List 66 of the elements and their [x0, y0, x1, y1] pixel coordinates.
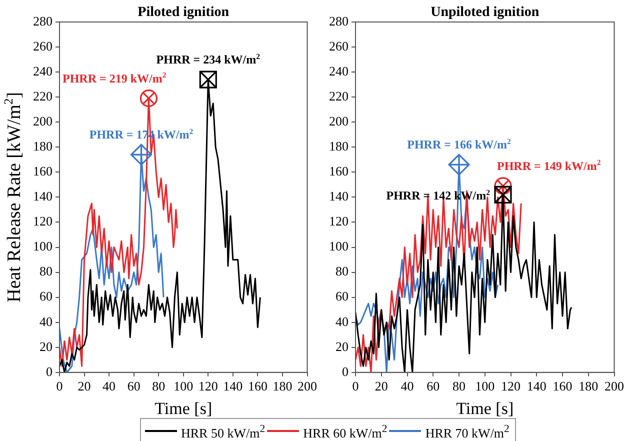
y-tick-label: 80 — [336, 264, 348, 279]
y-tick-label: 240 — [33, 63, 52, 78]
y-tick-label: 40 — [40, 314, 52, 329]
y-tick-label: 100 — [33, 238, 52, 254]
y-tick-label: 100 — [329, 238, 348, 254]
point — [199, 70, 217, 88]
y-tick-label: 260 — [329, 38, 348, 54]
x-tick-label: 120 — [501, 378, 520, 394]
y-tick-label: 180 — [329, 138, 348, 154]
point — [448, 154, 470, 176]
y-tick-label: 160 — [329, 164, 348, 179]
y-tick-label: 280 — [33, 13, 52, 28]
x-tick-label: 140 — [526, 378, 546, 394]
x-tick-label: 20 — [374, 378, 388, 394]
y-tick-label: 220 — [33, 88, 52, 104]
x-tick-label: 80 — [452, 378, 466, 394]
x-tick-label: 40 — [102, 378, 116, 394]
y-tick-label: 240 — [329, 63, 348, 78]
chart-title: Piloted ignition — [138, 5, 230, 20]
x-tick-label: 160 — [248, 378, 268, 394]
x-tick-label: 80 — [152, 378, 166, 394]
y-tick-label: 200 — [33, 114, 52, 129]
x-tick-label: 60 — [127, 378, 140, 394]
x-tick-label: 200 — [298, 378, 317, 394]
y-tick-label: 20 — [40, 338, 52, 354]
point — [140, 90, 158, 108]
y-tick-label: 160 — [33, 164, 52, 179]
x-axis-title: Time [s] — [154, 399, 212, 418]
point — [494, 186, 512, 204]
point — [494, 177, 512, 195]
y-tick-label: 280 — [329, 13, 348, 28]
x-tick-label: 100 — [475, 378, 495, 394]
y-tick-label: 220 — [329, 88, 348, 104]
x-tick-label: 180 — [578, 378, 598, 394]
y-tick-label: 0 — [46, 364, 52, 379]
y-tick-label: 0 — [342, 364, 348, 379]
y-tick-label: 200 — [329, 114, 348, 129]
y-tick-label: 120 — [329, 214, 348, 229]
y-tick-label: 20 — [336, 338, 348, 354]
legend-label: HRR 50 kW/m$^{2}$ — [181, 422, 266, 441]
x-tick-label: 100 — [174, 378, 194, 394]
x-tick-label: 0 — [352, 378, 359, 394]
y-tick-label: 60 — [40, 288, 52, 304]
y-tick-label: 260 — [33, 38, 52, 54]
x-tick-label: 140 — [223, 378, 243, 394]
y-tick-label: 80 — [40, 264, 52, 279]
x-tick-label: 40 — [400, 378, 414, 394]
x-axis-title: Time [s] — [456, 399, 514, 418]
x-tick-label: 180 — [272, 378, 292, 394]
legend-label: HRR 70 kW/m$^{2}$ — [425, 422, 510, 441]
y-tick-label: 60 — [336, 288, 348, 304]
x-tick-label: 200 — [604, 378, 624, 394]
y-tick-label: 40 — [336, 314, 348, 329]
y-tick-label: 140 — [33, 188, 52, 204]
y-tick-label: 180 — [33, 138, 52, 154]
legend-label: HRR 60 kW/m$^{2}$ — [303, 422, 388, 441]
x-tick-label: 160 — [552, 378, 572, 394]
x-tick-label: 120 — [198, 378, 218, 394]
x-tick-label: 20 — [78, 378, 91, 394]
y-tick-label: 140 — [329, 188, 348, 204]
chart-title: Unpiloted ignition — [430, 5, 540, 20]
y-tick-label: 120 — [33, 214, 52, 229]
y-axis-title: Heat Release Rate [kW/m2] — [1, 92, 25, 302]
x-tick-label: 60 — [426, 378, 440, 394]
point — [130, 144, 152, 166]
x-tick-label: 0 — [56, 378, 63, 394]
